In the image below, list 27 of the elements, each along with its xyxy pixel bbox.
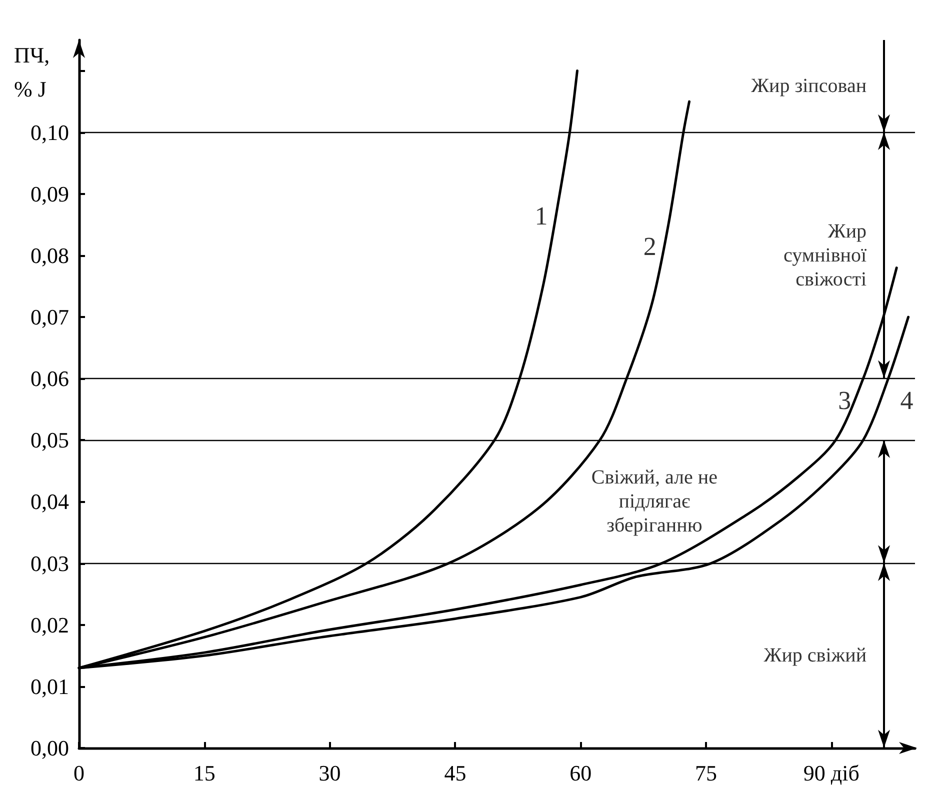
annotation: 3 (838, 386, 852, 416)
x-tick-label: 90 діб (803, 760, 860, 786)
annotation: Жир сумнівної свіжості (784, 220, 867, 290)
y-tick-label: 0,07 (30, 304, 69, 330)
y-tick-label: 0,06 (30, 366, 69, 392)
annotation: Свіжий, але не підлягає зберіганню (591, 466, 718, 537)
y-tick-label: 0,09 (30, 181, 69, 206)
annotation: Жир свіжий (764, 644, 867, 667)
y-tick-label: 0,03 (30, 550, 69, 576)
y-tick-label: 0,10 (30, 120, 69, 145)
annotation: 2 (643, 232, 656, 262)
annotation: 4 (900, 386, 914, 416)
x-tick-label: 60 (570, 760, 592, 786)
y-tick-label: 0,05 (30, 428, 69, 453)
x-tick-label: 15 (193, 760, 216, 786)
x-tick-label: 75 (695, 760, 717, 786)
y-tick-label: 0,04 (30, 489, 69, 514)
annotation: Жир зіпсован (751, 75, 867, 98)
x-tick-label: 45 (444, 760, 466, 786)
x-tick-label: 0 (74, 760, 84, 786)
x-tick-label: 30 (318, 760, 341, 786)
annotation: 1 (534, 201, 548, 230)
y-tick-label: 0,00 (30, 736, 69, 760)
y-tick-label: 0,01 (30, 674, 69, 699)
y-tick-label: 0,02 (30, 612, 69, 638)
y-axis-title: ПЧ, % J (14, 42, 50, 102)
y-tick-label: 0,08 (30, 242, 69, 268)
